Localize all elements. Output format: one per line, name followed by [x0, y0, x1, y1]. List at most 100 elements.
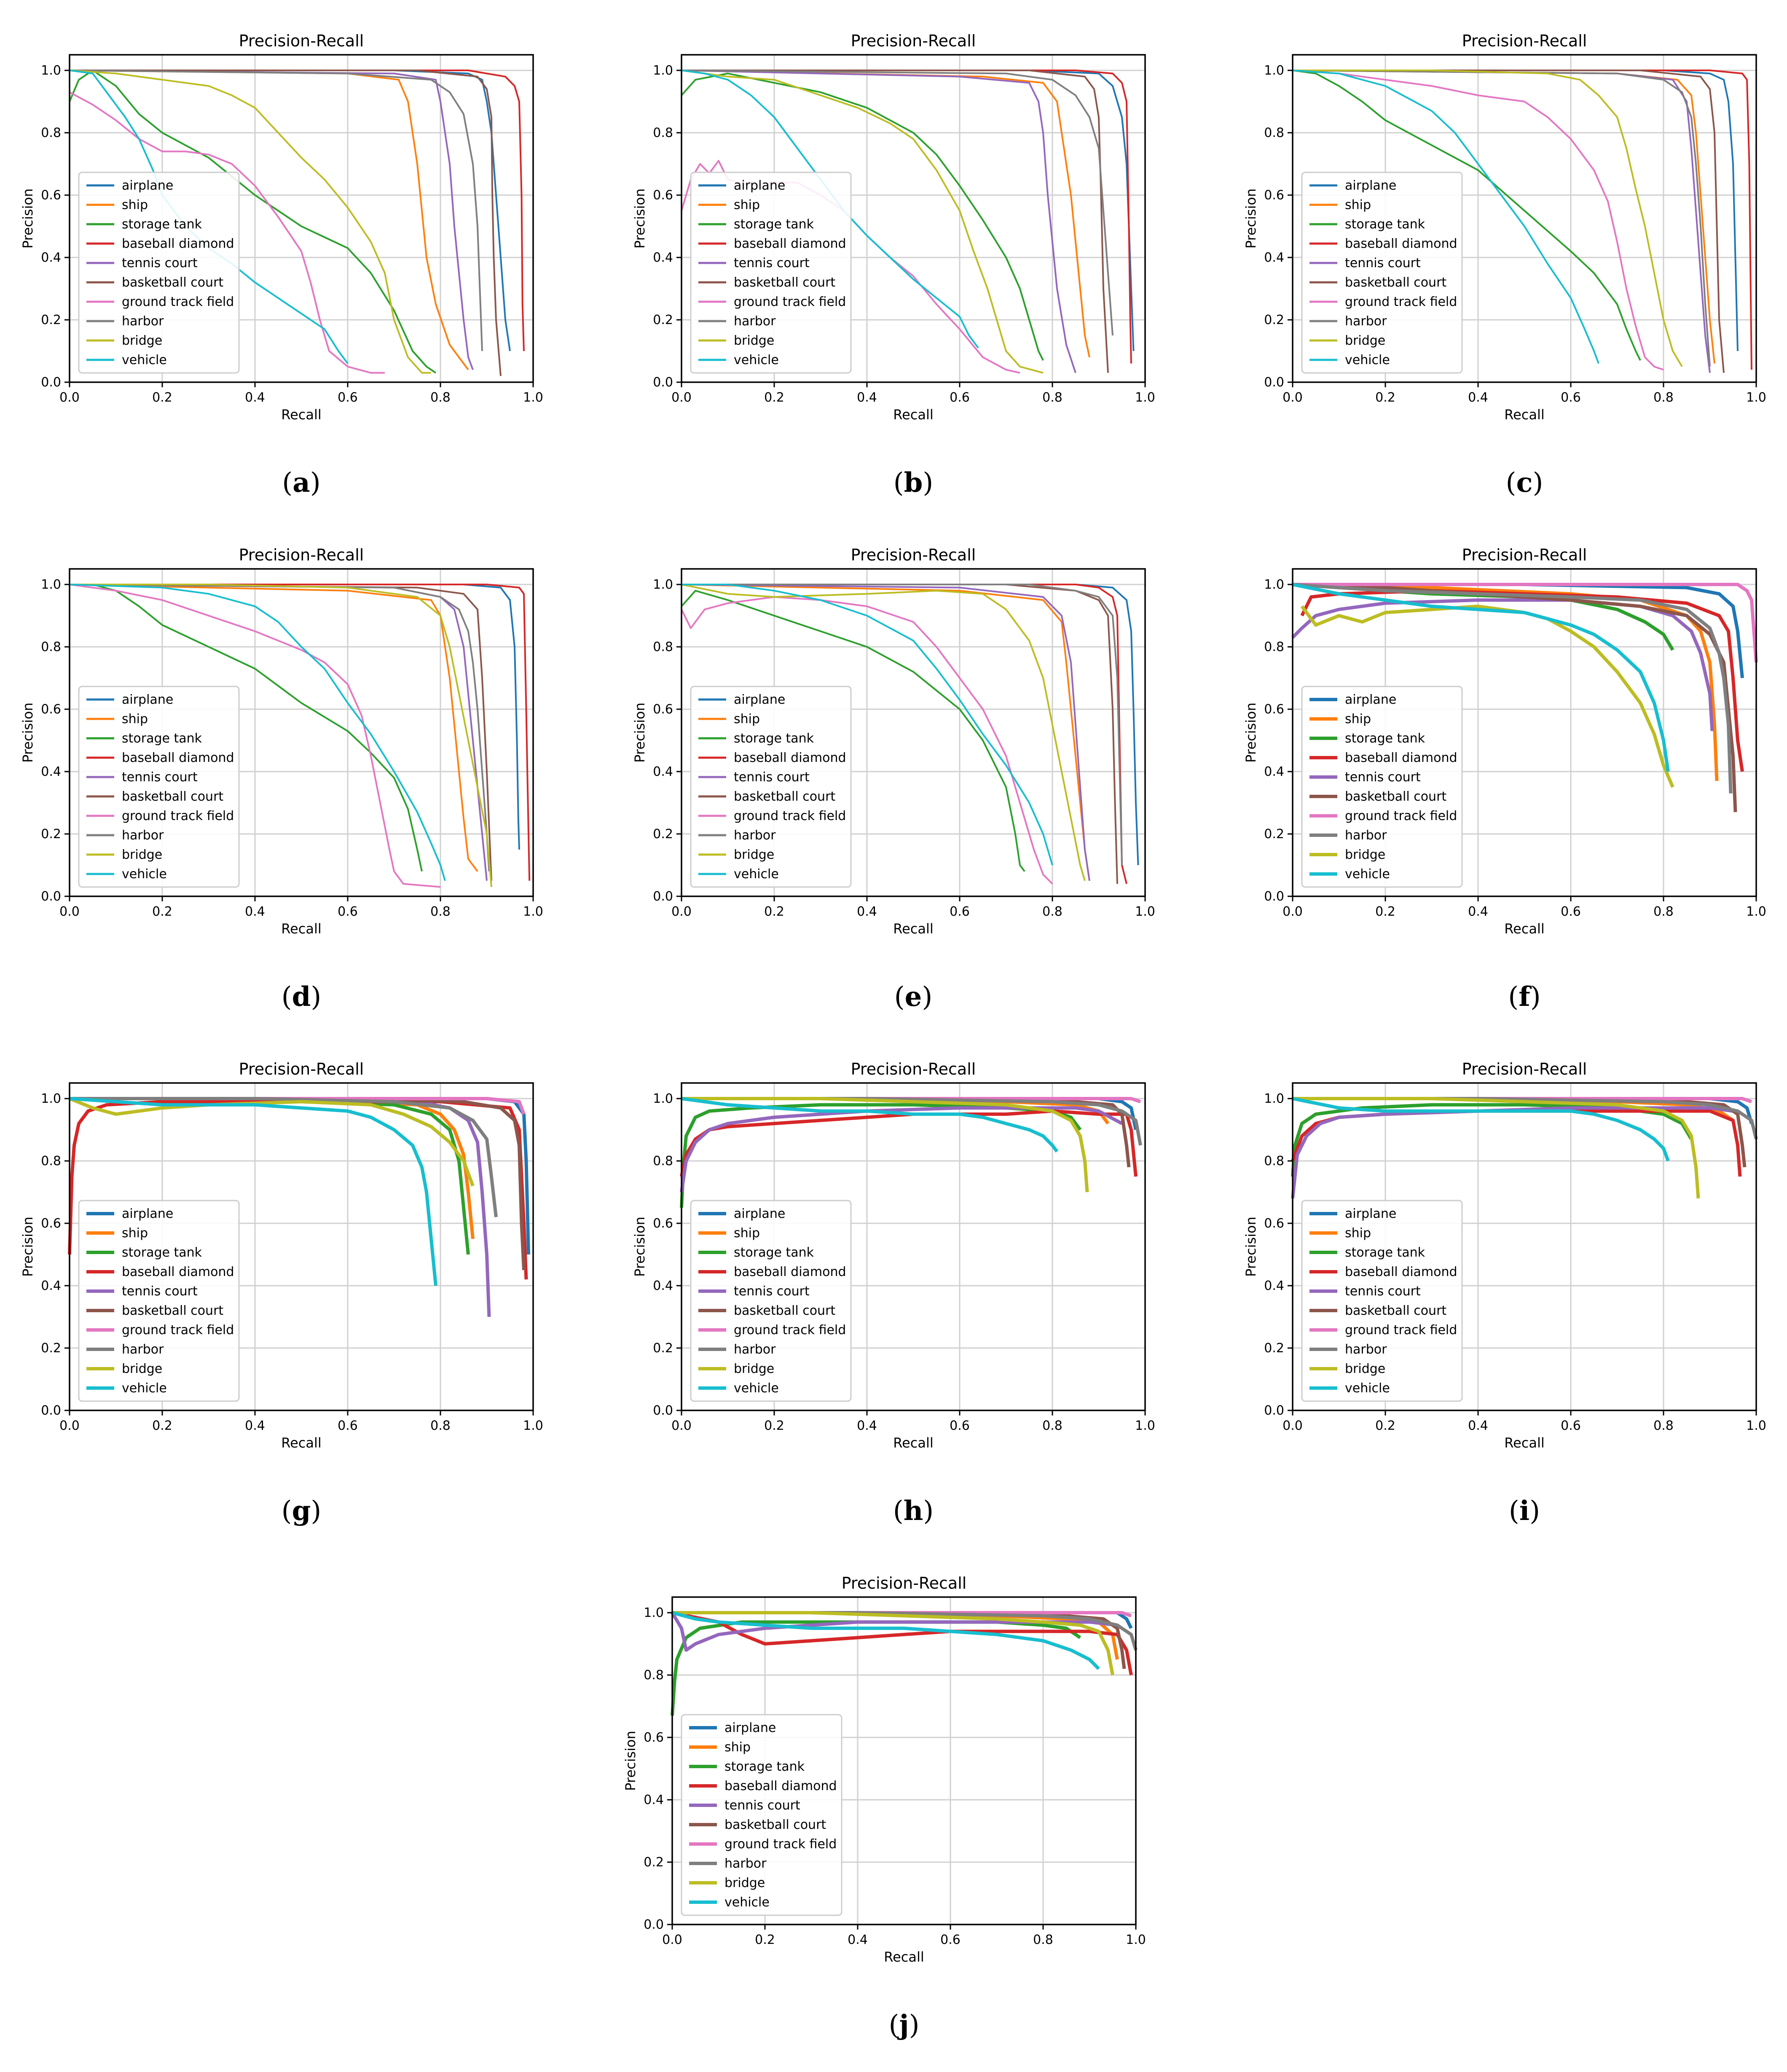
- series-line-harbor: [69, 584, 490, 871]
- legend-label: harbor: [1345, 314, 1387, 329]
- legend: airplane ship storage tank baseball diamond…: [78, 686, 240, 888]
- legend-box: [1301, 172, 1463, 374]
- series-line-vehicle: [671, 1611, 1100, 1670]
- series-line-ship: [681, 70, 1090, 358]
- panel-caption: (a): [282, 467, 320, 499]
- legend-label: ship: [1345, 712, 1371, 726]
- y-tick-label: 0.4: [1264, 764, 1284, 779]
- legend: airplane ship storage tank baseball diamond…: [690, 1200, 852, 1402]
- legend-label: ground track field: [734, 295, 846, 309]
- chart-title: Precision-Recall: [851, 32, 976, 50]
- legend-label: bridge: [724, 1876, 765, 1890]
- x-tick-label: 0.8: [1042, 1418, 1063, 1433]
- x-axis-label: Recall: [1504, 1435, 1544, 1451]
- legend-label: harbor: [122, 1342, 164, 1357]
- legend-label: vehicle: [122, 353, 167, 367]
- y-tick-label: 0.0: [644, 1917, 664, 1932]
- y-tick-label: 0.2: [41, 313, 61, 327]
- x-tick-label: 0.0: [671, 390, 692, 405]
- y-tick-label: 0.2: [653, 1341, 673, 1356]
- y-tick-label: 0.6: [41, 1216, 61, 1231]
- legend-label: baseball diamond: [1345, 1265, 1457, 1279]
- series-line-airplane: [682, 70, 1135, 351]
- legend-box: [681, 1714, 843, 1916]
- chart-panel-a: 0.0 0.2 0.4 0.6 0.8 1.0 0.0 0.2 0.4 0.6 0.8 1.0 Prec…: [20, 32, 543, 499]
- legend-label: tennis court: [1345, 770, 1421, 785]
- chart-title: Precision-Recall: [1462, 1060, 1587, 1078]
- x-tick-label: 0.8: [1042, 390, 1063, 405]
- x-tick-label: 0.4: [857, 1418, 877, 1433]
- series-line-harbor: [1292, 70, 1711, 367]
- series-line-harbor: [682, 584, 1123, 866]
- series-line-vehicle: [1292, 70, 1599, 364]
- y-tick-label: 0.6: [1264, 188, 1284, 203]
- x-tick-label: 0.2: [1375, 390, 1395, 405]
- series-line-baseball-diamond: [70, 70, 525, 351]
- x-tick-label: 1.0: [1135, 1418, 1155, 1433]
- y-axis-label: Precision: [622, 1731, 639, 1791]
- chart-title: Precision-Recall: [239, 546, 364, 564]
- legend-label: bridge: [122, 1362, 162, 1376]
- legend-label: storage tank: [734, 217, 814, 232]
- y-tick-label: 0.2: [1264, 313, 1284, 327]
- y-tick-label: 0.6: [41, 702, 61, 717]
- legend-label: basketball court: [1345, 275, 1446, 290]
- axes-frame: [681, 568, 1146, 897]
- chart-panel-h: 0.0 0.2 0.4 0.6 0.8 1.0 0.0 0.2 0.4 0.6 0.8 1.0 Prec…: [632, 1060, 1155, 1527]
- legend-label: vehicle: [122, 867, 167, 882]
- y-tick-label: 0.6: [653, 1216, 673, 1231]
- legend-label: basketball court: [734, 789, 835, 804]
- legend-box: [78, 686, 240, 888]
- legend-label: tennis court: [122, 770, 198, 785]
- legend-label: tennis court: [734, 256, 810, 271]
- legend-label: baseball diamond: [1345, 236, 1457, 251]
- y-tick-label: 1.0: [1264, 577, 1284, 592]
- x-tick-label: 0.2: [755, 1933, 775, 1947]
- x-tick-label: 0.0: [1283, 390, 1303, 405]
- y-tick-label: 0.8: [1264, 640, 1284, 654]
- x-tick-label: 1.0: [1746, 390, 1766, 405]
- series-line-storage-tank: [681, 72, 1044, 361]
- y-tick-label: 1.0: [41, 577, 61, 592]
- axes-frame: [681, 54, 1146, 383]
- legend-label: airplane: [1345, 178, 1396, 193]
- y-axis-label: Precision: [1243, 188, 1259, 249]
- x-tick-label: 1.0: [1135, 390, 1155, 405]
- x-tick-label: 0.8: [1653, 904, 1674, 919]
- legend-box: [78, 172, 240, 374]
- y-axis-label: Precision: [632, 1217, 648, 1277]
- series-line-harbor: [70, 1097, 498, 1217]
- series-line-ground-track-field: [69, 91, 385, 374]
- series-line-baseball-diamond: [672, 1611, 1133, 1675]
- chart-title: Precision-Recall: [1462, 546, 1587, 564]
- series-line-storage-tank: [681, 590, 1025, 872]
- x-axis-label: Recall: [1504, 407, 1544, 423]
- x-tick-label: 0.6: [1561, 1418, 1581, 1433]
- series-line-vehicle: [1292, 583, 1670, 772]
- legend-label: airplane: [1345, 692, 1396, 707]
- axes-frame: [69, 1082, 534, 1411]
- y-axis-label: Precision: [632, 188, 648, 249]
- legend-label: harbor: [1345, 1342, 1387, 1357]
- x-axis-label: Recall: [884, 1949, 924, 1965]
- series-line-bridge: [681, 584, 1086, 881]
- series-line-bridge: [70, 584, 492, 887]
- legend-label: tennis court: [1345, 256, 1421, 271]
- series-line-storage-tank: [1291, 1103, 1693, 1177]
- legend-label: harbor: [734, 1342, 776, 1357]
- x-tick-label: 0.8: [430, 1418, 451, 1433]
- legend-label: harbor: [734, 828, 776, 843]
- y-tick-label: 0.6: [1264, 1216, 1284, 1231]
- x-tick-label: 0.4: [1468, 904, 1488, 919]
- y-tick-label: 0.8: [653, 126, 673, 140]
- legend-label: vehicle: [122, 1381, 167, 1396]
- y-tick-label: 0.4: [1264, 250, 1284, 265]
- y-tick-label: 0.8: [644, 1668, 664, 1683]
- x-tick-label: 0.0: [671, 904, 692, 919]
- series-line-tennis-court: [69, 70, 474, 370]
- x-tick-label: 1.0: [1135, 904, 1155, 919]
- panel-caption: (i): [1509, 1495, 1540, 1527]
- x-tick-label: 0.4: [848, 1933, 868, 1947]
- legend-label: harbor: [1345, 828, 1387, 843]
- y-tick-label: 0.4: [653, 250, 673, 265]
